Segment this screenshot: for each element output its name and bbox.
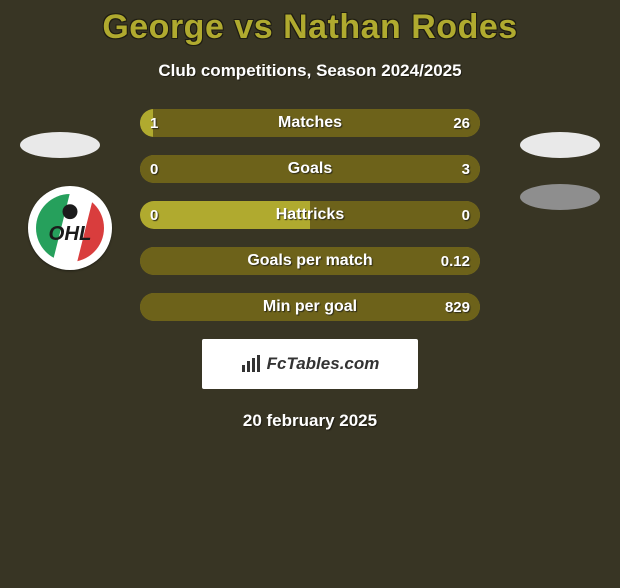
stat-bar-left [140, 201, 310, 229]
footer-date: 20 february 2025 [0, 411, 620, 431]
stat-bar-left [140, 109, 153, 137]
stat-row-hattricks: 0 Hattricks 0 [140, 201, 480, 229]
stat-row-goals-per-match: Goals per match 0.12 [140, 247, 480, 275]
footer-brand-text: FcTables.com [267, 354, 380, 374]
stat-row-goals: 0 Goals 3 [140, 155, 480, 183]
page-subtitle: Club competitions, Season 2024/2025 [0, 61, 620, 81]
stat-bar-right [140, 155, 480, 183]
stat-bar-right [153, 109, 480, 137]
stat-row-matches: 1 Matches 26 [140, 109, 480, 137]
stat-bar-right [140, 293, 480, 321]
stat-row-min-per-goal: Min per goal 829 [140, 293, 480, 321]
footer-brand-box: FcTables.com [202, 339, 418, 389]
stat-bar-right [310, 201, 480, 229]
stats-container: 1 Matches 26 0 Goals 3 0 Hattricks 0 Goa… [0, 109, 620, 321]
page-title: George vs Nathan Rodes [0, 8, 620, 47]
bars-icon [241, 355, 263, 373]
stat-bar-right [140, 247, 480, 275]
